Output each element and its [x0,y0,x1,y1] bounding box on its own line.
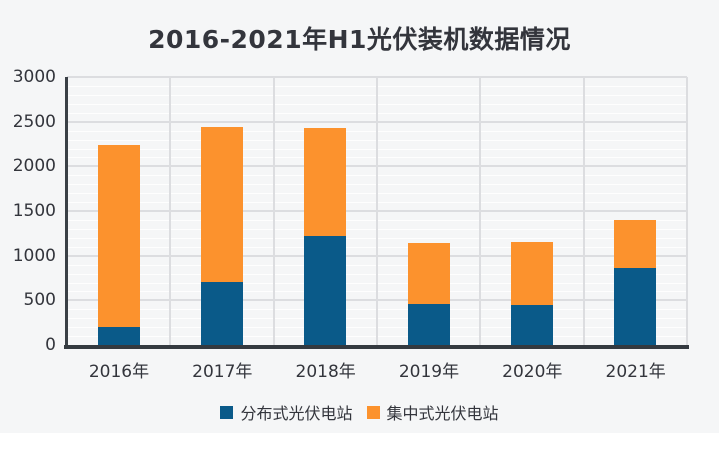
bar-segment[interactable] [201,127,243,282]
bar-segment[interactable] [97,144,140,327]
bar-segment[interactable] [614,267,657,345]
y-tick-label: 0 [45,335,56,355]
legend-item[interactable]: 集中式光伏电站 [366,400,499,424]
y-tick-label: 500 [23,290,56,311]
vertical-gridline [479,77,482,345]
bar-segment[interactable] [407,304,450,345]
bar-segment[interactable] [407,243,450,305]
x-axis-line [64,345,689,349]
page-background-strip [0,433,719,454]
legend-item[interactable]: 分布式光伏电站 [220,400,353,424]
vertical-gridline [272,77,275,345]
x-tick-label: 2020年 [502,362,563,382]
y-tick-label: 1500 [12,201,56,221]
vertical-gridline [376,77,378,345]
x-tick-label: 2021年 [605,362,666,382]
legend-swatch [220,405,234,419]
vertical-gridline [169,77,172,345]
y-tick-label: 2500 [12,111,56,132]
legend-label: 分布式光伏电站 [240,404,353,423]
legend-label: 集中式光伏电站 [386,404,499,423]
x-tick-label: 2018年 [295,362,356,382]
y-tick-label: 1000 [12,245,56,266]
x-tick-label: 2016年 [88,362,150,382]
bar-segment[interactable] [304,128,347,236]
bar-segment[interactable] [304,235,347,345]
bar-segment[interactable] [614,219,657,268]
y-tick-label: 2000 [12,156,56,177]
chart-canvas: 2016-2021年H1光伏装机数据情况 0 500 1000 1500 2000 250… [0,25,719,424]
bar-segment[interactable] [511,305,553,345]
y-axis-line [65,77,68,346]
vertical-gridline [686,77,688,345]
plot-area [67,76,688,345]
legend: 分布式光伏电站 集中式光伏电站 [0,400,719,424]
x-tick-label: 2017年 [192,362,253,382]
bar-segment[interactable] [97,326,140,345]
bar-segment[interactable] [511,242,553,306]
legend-swatch [366,405,380,419]
x-tick-label: 2019年 [398,362,460,382]
y-tick-label: 3000 [12,67,56,87]
bar-segment[interactable] [201,281,243,345]
chart-title: 2016-2021年H1光伏装机数据情况 [148,25,571,54]
vertical-gridline [582,77,585,345]
